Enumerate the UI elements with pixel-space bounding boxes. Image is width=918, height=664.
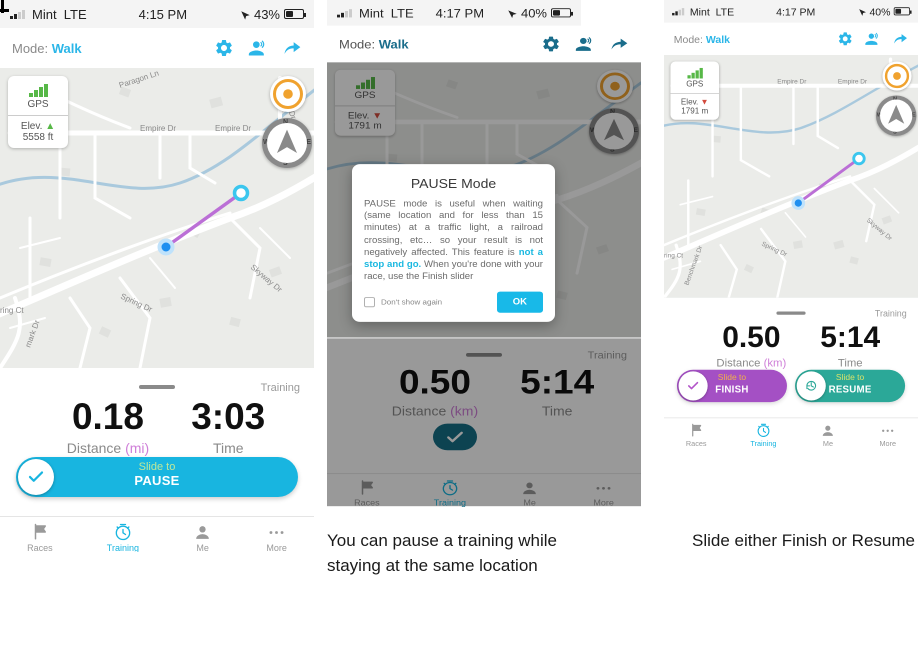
svg-text:ring Ct: ring Ct	[664, 252, 683, 259]
svg-text:Empire Dr: Empire Dr	[215, 124, 251, 133]
svg-text:Empire Dr: Empire Dr	[140, 124, 176, 133]
svg-text:Empire Dr: Empire Dr	[838, 78, 868, 85]
svg-text:Empire Dr: Empire Dr	[777, 78, 807, 85]
svg-text:ring Ct: ring Ct	[0, 306, 24, 315]
